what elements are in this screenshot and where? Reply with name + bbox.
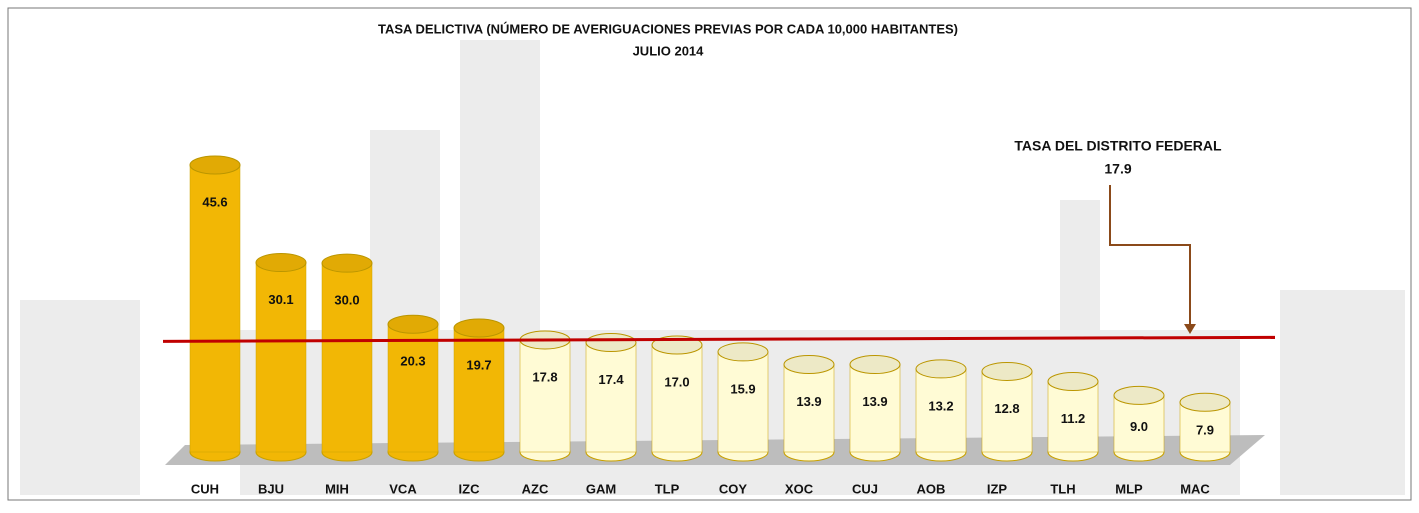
- value-label: 45.6: [202, 194, 227, 209]
- value-label: 13.2: [928, 398, 953, 413]
- bar-top: [322, 254, 372, 272]
- bar-top: [850, 356, 900, 374]
- bar-top: [1048, 373, 1098, 391]
- value-label: 17.0: [664, 374, 689, 389]
- x-tick-label: CUH: [191, 481, 219, 496]
- x-tick-label: TLP: [655, 481, 680, 496]
- value-label: 17.4: [598, 372, 624, 387]
- bar: [586, 342, 636, 452]
- value-label: 12.8: [994, 401, 1019, 416]
- x-tick-label: BJU: [258, 481, 284, 496]
- x-tick-label: AOB: [917, 481, 946, 496]
- value-label: 30.1: [268, 292, 293, 307]
- chart: TASA DELICTIVA (NÚMERO DE AVERIGUACIONES…: [0, 0, 1419, 508]
- value-label: 15.9: [730, 381, 755, 396]
- bar-top: [784, 356, 834, 374]
- bar-top: [718, 343, 768, 361]
- value-label: 20.3: [400, 354, 425, 369]
- value-label: 11.2: [1061, 411, 1086, 426]
- x-tick-label: AZC: [522, 481, 549, 496]
- bar-top: [586, 333, 636, 351]
- value-label: 9.0: [1130, 419, 1148, 434]
- chart-title: TASA DELICTIVA (NÚMERO DE AVERIGUACIONES…: [378, 21, 958, 36]
- x-tick-label: TLH: [1050, 481, 1075, 496]
- bar: [520, 340, 570, 452]
- bar-top: [916, 360, 966, 378]
- reference-value: 17.9: [1104, 161, 1131, 177]
- reference-label: TASA DEL DISTRITO FEDERAL: [1014, 138, 1222, 154]
- value-label: 13.9: [862, 394, 887, 409]
- bar-top: [190, 156, 240, 174]
- chart-subtitle: JULIO 2014: [633, 43, 705, 58]
- x-tick-label: IZP: [987, 481, 1008, 496]
- value-label: 13.9: [796, 394, 821, 409]
- value-label: 19.7: [466, 357, 491, 372]
- bar-top: [982, 362, 1032, 380]
- x-tick-label: VCA: [389, 481, 417, 496]
- value-label: 30.0: [334, 293, 359, 308]
- x-tick-label: MAC: [1180, 481, 1210, 496]
- bar: [322, 263, 372, 452]
- bar-top: [1180, 393, 1230, 411]
- x-tick-label: MIH: [325, 481, 349, 496]
- bar-top: [1114, 386, 1164, 404]
- bar: [718, 352, 768, 452]
- x-tick-label: GAM: [586, 481, 616, 496]
- x-tick-label: MLP: [1115, 481, 1143, 496]
- x-tick-label: COY: [719, 481, 748, 496]
- bar-top: [256, 254, 306, 272]
- bar: [652, 345, 702, 452]
- value-label: 7.9: [1196, 423, 1214, 438]
- bar-top: [454, 319, 504, 337]
- x-tick-label: IZC: [459, 481, 481, 496]
- bar-top: [388, 315, 438, 333]
- x-tick-label: XOC: [785, 481, 814, 496]
- x-tick-label: CUJ: [852, 481, 878, 496]
- value-label: 17.8: [532, 369, 557, 384]
- bar: [256, 263, 306, 452]
- bar: [454, 328, 504, 452]
- bar: [388, 324, 438, 452]
